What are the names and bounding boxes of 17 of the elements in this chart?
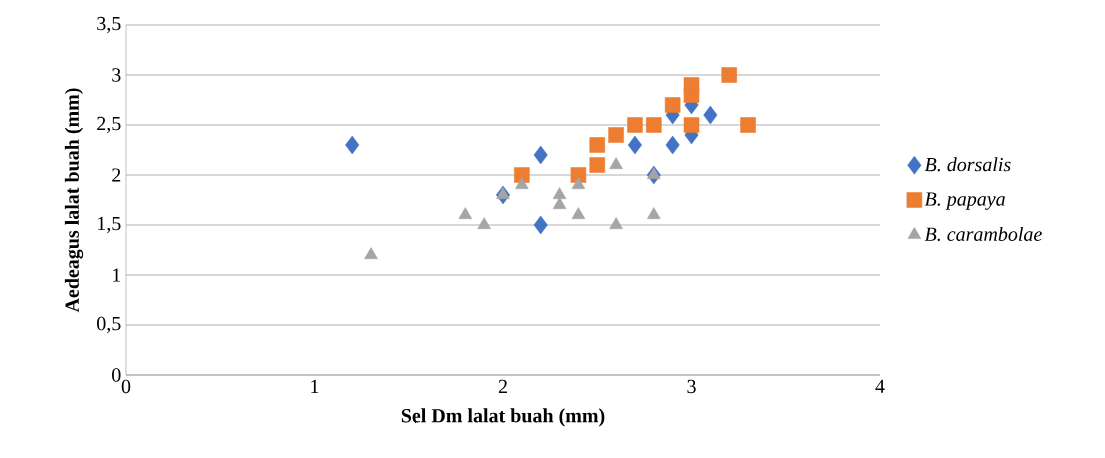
y-tick-label: 1 [113, 268, 121, 282]
y-tick-label: 3 [112, 68, 121, 82]
x-tick-label: 1 [311, 379, 319, 393]
y-tick-label: 0,5 [97, 316, 121, 334]
y-tick-label: 0 [112, 368, 121, 382]
x-axis-title: Sel Dm lalat buah (mm) [401, 408, 605, 427]
x-tick-label: 4 [875, 379, 885, 393]
legend-label: B. carambolae [924, 226, 1042, 242]
legend-label: B. papaya [924, 192, 1005, 210]
x-tick-label: 3 [687, 379, 696, 394]
y-axis-title: Aedeagus lalat buah (mm) [64, 88, 84, 313]
y-tick-label: 3,5 [97, 16, 121, 34]
x-tick-label: 2 [498, 379, 507, 393]
legend-label: B. dorsalis [924, 157, 1011, 172]
y-tick-label: 1,5 [98, 216, 121, 234]
y-tick-label: 2,5 [97, 116, 121, 134]
y-tick-label: 2 [112, 168, 121, 182]
